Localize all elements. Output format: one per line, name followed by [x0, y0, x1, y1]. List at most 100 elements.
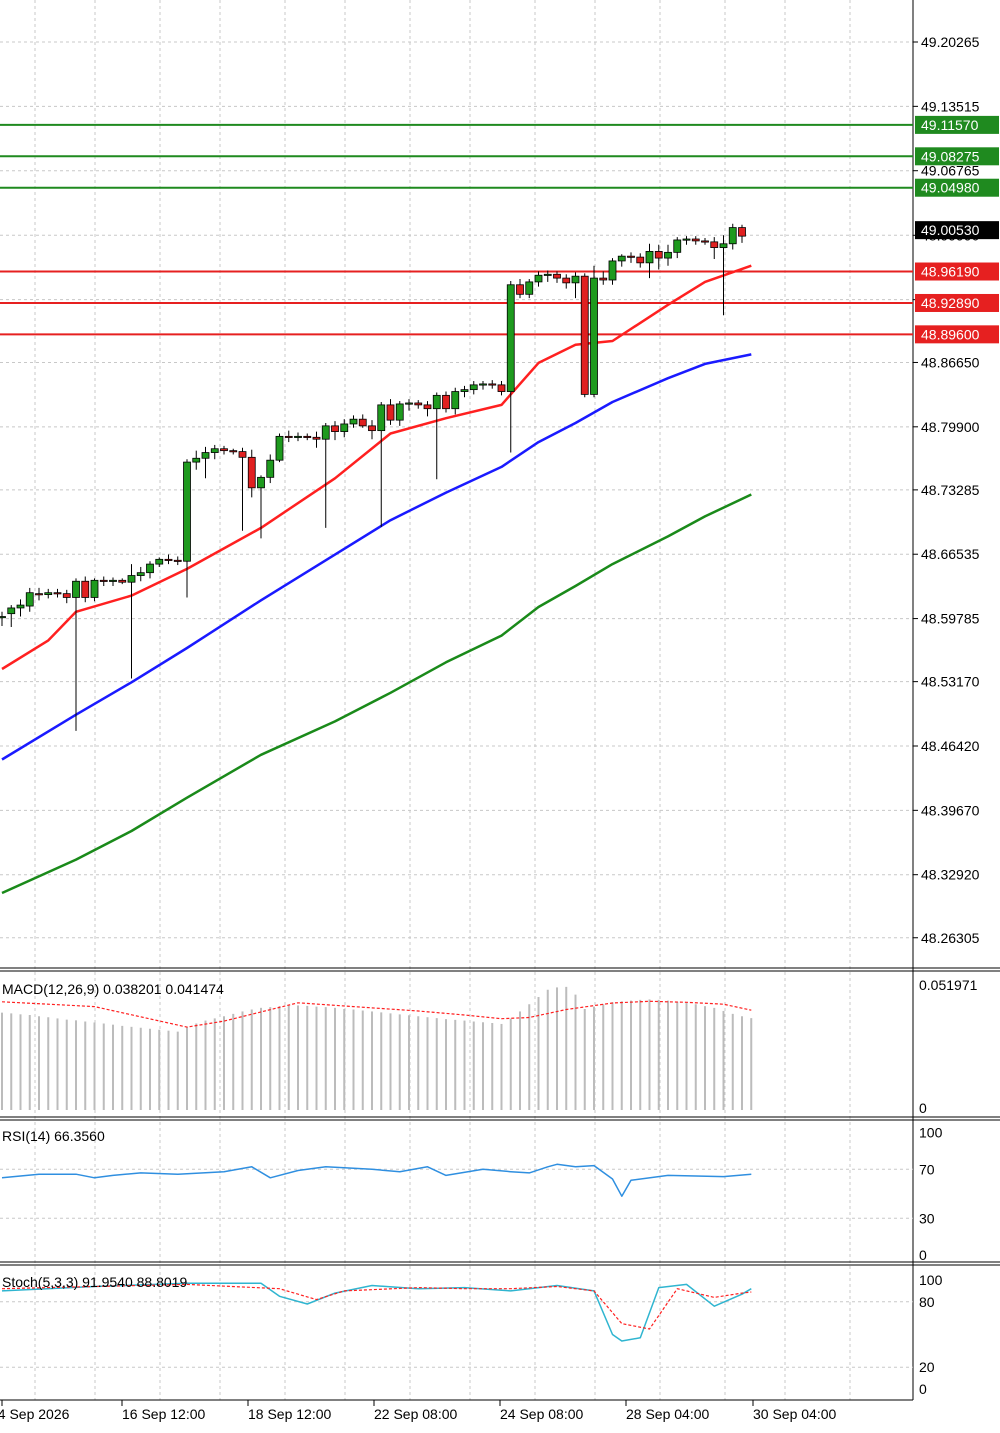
candle-body-56	[516, 284, 524, 295]
macd-tick-top: 0.051971	[919, 977, 978, 993]
candle-body-4	[35, 593, 43, 596]
candle-body-24	[220, 448, 228, 452]
candle-body-77	[710, 241, 719, 248]
candle-body-37	[340, 423, 349, 432]
price-tick-label-6: 48.79900	[921, 419, 980, 435]
support-level-2-tag-label: 48.89600	[921, 326, 980, 342]
ma-blue-line	[1, 353, 752, 761]
candle-body-7	[62, 593, 71, 598]
macd-label: MACD(12,26,9) 0.038201 0.041474	[2, 981, 224, 997]
macd-tick-zero: 0	[919, 1100, 927, 1116]
candle-body-60	[553, 273, 561, 279]
candle-body-61	[562, 277, 571, 284]
candle-body-42	[386, 404, 395, 421]
candle-body-79	[728, 227, 737, 245]
support-level-0-tag-bg	[915, 262, 999, 281]
candle-body-51	[469, 384, 478, 391]
candle-body-58	[534, 274, 543, 283]
candle-body-9	[81, 580, 90, 598]
candle-body-68	[627, 255, 635, 258]
time-label-5: 28 Sep 04:00	[626, 1406, 710, 1422]
resistance-level-2-tag-label: 49.04980	[921, 180, 980, 196]
resistance-level-1-tag-label: 49.08275	[921, 148, 980, 164]
stoch-d-line	[1, 1283, 752, 1330]
grid-lines	[0, 0, 913, 1400]
time-label-4: 24 Sep 08:00	[500, 1406, 584, 1422]
candle-body-65	[599, 277, 608, 281]
ma-green-line	[1, 493, 752, 895]
rsi-tick-0: 100	[919, 1125, 943, 1141]
candle-body-40	[368, 425, 376, 432]
rsi-tick-2: 30	[919, 1210, 935, 1226]
candle-body-6	[53, 592, 62, 595]
candle-body-20	[183, 461, 191, 562]
candle-body-22	[201, 452, 210, 459]
rsi-tick-3: 0	[919, 1247, 927, 1263]
price-tick-label-5: 48.86650	[921, 354, 980, 370]
candle-body-74	[682, 238, 691, 241]
candle-body-76	[701, 240, 709, 243]
candle-body-13	[118, 579, 127, 583]
candles	[0, 223, 746, 731]
candle-body-23	[210, 448, 219, 453]
candle-body-52	[479, 383, 487, 386]
time-label-6: 30 Sep 04:00	[753, 1406, 837, 1422]
time-label-0: 14 Sep 2026	[0, 1406, 70, 1422]
candle-body-14	[127, 575, 136, 583]
candle-body-48	[442, 394, 450, 410]
price-tick-label-12: 48.39670	[921, 802, 980, 818]
support-level-1-tag-label: 48.92890	[921, 295, 980, 311]
candle-body-26	[238, 451, 247, 458]
time-label-1: 16 Sep 12:00	[122, 1406, 206, 1422]
candle-body-30	[275, 435, 284, 461]
price-tick-label-13: 48.32920	[921, 867, 980, 883]
candle-body-45	[414, 402, 423, 406]
support-level-2-tag-bg	[915, 325, 999, 344]
macd-histogram	[1, 986, 753, 1110]
level-lines	[0, 115, 999, 344]
candle-body-27	[247, 456, 256, 489]
price-tick-label-8: 48.66535	[921, 546, 980, 562]
stoch-tick-1: 80	[919, 1294, 935, 1310]
resistance-level-2-tag-bg	[915, 178, 999, 197]
candle-body-78	[719, 243, 728, 248]
candle-body-29	[266, 459, 275, 478]
candle-body-10	[90, 579, 99, 598]
candle-body-49	[451, 391, 460, 410]
candle-body-25	[229, 450, 238, 453]
candle-body-39	[358, 418, 367, 427]
candle-body-38	[349, 418, 358, 425]
last-price-tag-label: 49.00530	[921, 222, 980, 238]
candle-body-63	[580, 275, 589, 395]
ma-red-line	[1, 264, 752, 671]
candle-body-47	[432, 394, 441, 410]
candle-body-16	[146, 563, 154, 574]
candle-body-50	[460, 389, 469, 392]
candle-body-18	[164, 558, 173, 561]
candle-body-72	[664, 251, 672, 259]
support-level-1-tag-bg	[915, 293, 999, 312]
candle-body-3	[25, 592, 34, 607]
candle-body-36	[331, 425, 339, 432]
candle-body-54	[497, 384, 506, 392]
stoch-tick-2: 20	[919, 1359, 935, 1375]
price-tick-label-7: 48.73285	[921, 482, 980, 498]
candle-body-17	[155, 558, 164, 565]
candle-body-69	[636, 256, 645, 264]
candle-body-12	[109, 579, 117, 582]
candle-body-73	[673, 239, 682, 253]
stoch-tick-0: 100	[919, 1272, 943, 1288]
candle-body-55	[506, 284, 515, 392]
candle-body-46	[423, 404, 432, 410]
candle-body-64	[590, 277, 598, 395]
candle-body-70	[645, 250, 654, 264]
candle-body-66	[608, 260, 617, 281]
candle-body-32	[294, 435, 302, 438]
rsi-line	[1, 1163, 752, 1197]
candle-body-15	[136, 572, 145, 576]
candle-body-35	[321, 425, 330, 440]
price-tick-label-9: 48.59785	[921, 611, 980, 627]
candle-body-31	[284, 435, 293, 438]
